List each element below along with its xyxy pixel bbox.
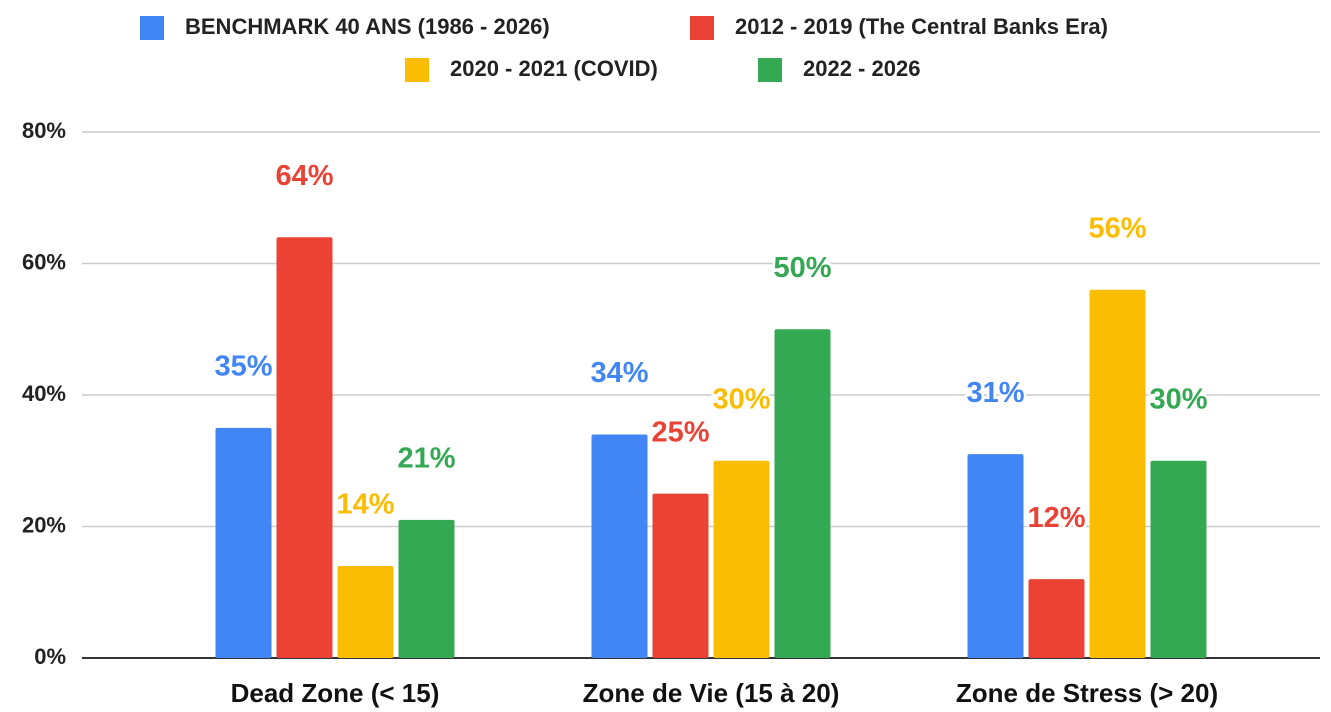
data-label: 25% xyxy=(651,416,709,448)
bar xyxy=(398,519,455,658)
bar xyxy=(1028,579,1085,658)
bar xyxy=(591,434,648,658)
data-label: 35% xyxy=(214,351,272,383)
y-tick-label: 0% xyxy=(34,644,66,669)
legend-swatch xyxy=(758,58,782,82)
data-label: 30% xyxy=(712,383,770,415)
bar xyxy=(337,565,394,658)
bar xyxy=(1089,289,1146,658)
bar xyxy=(1150,460,1207,658)
legend-swatch xyxy=(690,16,714,40)
data-label: 34% xyxy=(590,357,648,389)
data-label: 31% xyxy=(966,377,1024,409)
x-tick-label: Zone de Stress (> 20) xyxy=(956,678,1218,708)
bar xyxy=(652,493,709,658)
y-tick-label: 60% xyxy=(22,249,66,274)
y-tick-label: 20% xyxy=(22,512,66,537)
legend-swatch xyxy=(140,16,164,40)
x-tick-label: Zone de Vie (15 à 20) xyxy=(583,678,840,708)
bar xyxy=(215,427,272,658)
legend-label: 2012 - 2019 (The Central Banks Era) xyxy=(735,14,1108,39)
data-label: 64% xyxy=(275,160,333,192)
data-label: 30% xyxy=(1149,383,1207,415)
data-label: 12% xyxy=(1027,502,1085,534)
data-label: 56% xyxy=(1088,212,1146,244)
legend-label: 2020 - 2021 (COVID) xyxy=(450,56,658,81)
y-tick-label: 80% xyxy=(22,118,66,143)
bar xyxy=(967,454,1024,658)
legend-swatch xyxy=(405,58,429,82)
x-tick-label: Dead Zone (< 15) xyxy=(231,678,440,708)
bar xyxy=(276,237,333,658)
legend-label: 2022 - 2026 xyxy=(803,56,920,81)
y-tick-label: 40% xyxy=(22,381,66,406)
bar xyxy=(713,460,770,658)
legend-label: BENCHMARK 40 ANS (1986 - 2026) xyxy=(185,14,550,39)
data-label: 14% xyxy=(336,489,394,521)
data-label: 50% xyxy=(773,252,831,284)
bar xyxy=(774,329,831,658)
data-label: 21% xyxy=(397,443,455,475)
